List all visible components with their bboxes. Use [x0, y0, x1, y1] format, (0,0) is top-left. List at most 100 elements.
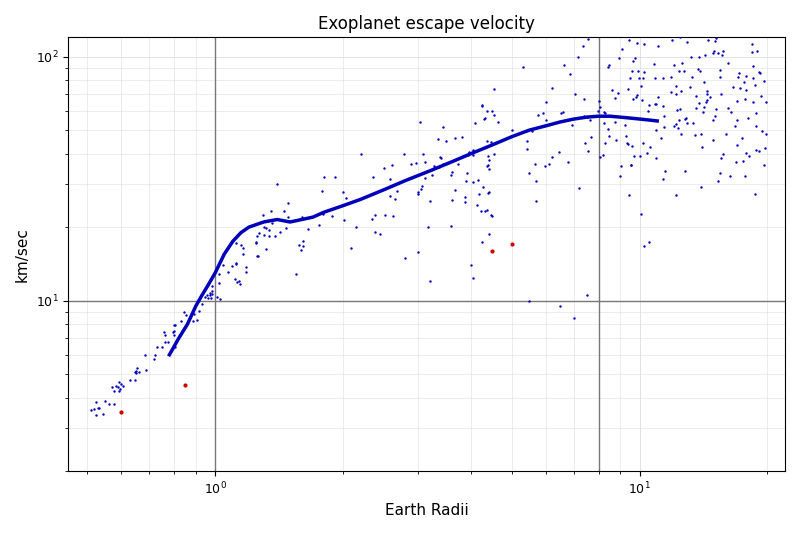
Point [446, 196, 458, 204]
Point [158, 328, 170, 336]
Point [130, 369, 143, 377]
Point [658, 166, 671, 175]
Point [643, 238, 656, 247]
Point [726, 83, 739, 91]
Point [669, 82, 682, 90]
Point [536, 108, 549, 117]
Point [444, 222, 457, 231]
Point [387, 212, 400, 221]
Point [249, 238, 262, 247]
Point [470, 200, 483, 209]
Point [138, 351, 151, 359]
Point [262, 225, 275, 234]
Point [665, 72, 678, 81]
Point [472, 175, 485, 184]
Point [634, 28, 647, 36]
Point [735, 134, 748, 142]
Point [475, 207, 488, 216]
Point [567, 313, 580, 322]
Point [615, 45, 628, 53]
Point [638, 40, 650, 49]
Point [627, 95, 640, 103]
Point [692, 99, 705, 108]
Point [658, 123, 670, 132]
Point [461, 151, 474, 159]
Point [665, 14, 678, 23]
Point [202, 294, 214, 302]
Point [434, 152, 447, 161]
Point [90, 410, 102, 419]
Point [523, 296, 536, 305]
Point [467, 146, 480, 154]
Point [487, 85, 500, 93]
Point [522, 169, 535, 177]
Point [760, 130, 773, 138]
Point [629, 54, 642, 63]
Point [280, 224, 293, 233]
Point [258, 230, 270, 239]
Point [464, 261, 477, 269]
Point [317, 173, 330, 182]
Point [167, 327, 180, 336]
Point [539, 116, 552, 124]
Point [722, 104, 734, 112]
Point [383, 192, 396, 200]
Point [234, 241, 247, 249]
Point [627, 152, 640, 160]
Point [542, 160, 555, 168]
Point [696, 142, 709, 151]
Point [230, 239, 242, 248]
Point [618, 121, 631, 130]
Point [282, 199, 294, 207]
Point [477, 183, 490, 191]
Point [643, 143, 656, 151]
Point [449, 134, 462, 142]
Point [337, 187, 350, 196]
Point [448, 186, 461, 195]
Point [750, 146, 762, 154]
Point [714, 168, 726, 177]
Point [147, 355, 160, 364]
Point [733, 69, 746, 77]
Point [670, 90, 683, 98]
Point [344, 244, 357, 252]
Point [425, 166, 438, 175]
Point [253, 229, 266, 238]
Point [546, 153, 558, 161]
Point [481, 161, 494, 169]
Point [481, 107, 494, 116]
Point [259, 244, 272, 253]
Point [746, 48, 758, 56]
Point [702, 36, 715, 45]
Point [436, 123, 449, 132]
Point [686, 29, 698, 38]
Point [529, 197, 542, 205]
Point [712, 176, 725, 185]
Point [214, 295, 226, 304]
Point [108, 400, 121, 409]
Point [635, 96, 648, 104]
Point [732, 73, 745, 82]
Point [240, 267, 253, 276]
Point [711, 49, 724, 57]
Point [648, 74, 661, 82]
Point [736, 156, 749, 165]
Point [679, 114, 692, 122]
Point [602, 62, 614, 71]
Point [584, 115, 597, 124]
Point [689, 131, 702, 139]
Point [257, 211, 270, 220]
Point [459, 192, 472, 201]
Point [614, 161, 627, 170]
Point [730, 116, 743, 124]
Point [739, 86, 752, 95]
Point [758, 160, 770, 169]
Point [652, 42, 665, 50]
Point [568, 90, 581, 98]
Point [666, 14, 679, 23]
Point [540, 98, 553, 106]
Point [206, 281, 219, 290]
Point [369, 211, 382, 219]
Point [739, 71, 752, 80]
Point [746, 98, 759, 106]
